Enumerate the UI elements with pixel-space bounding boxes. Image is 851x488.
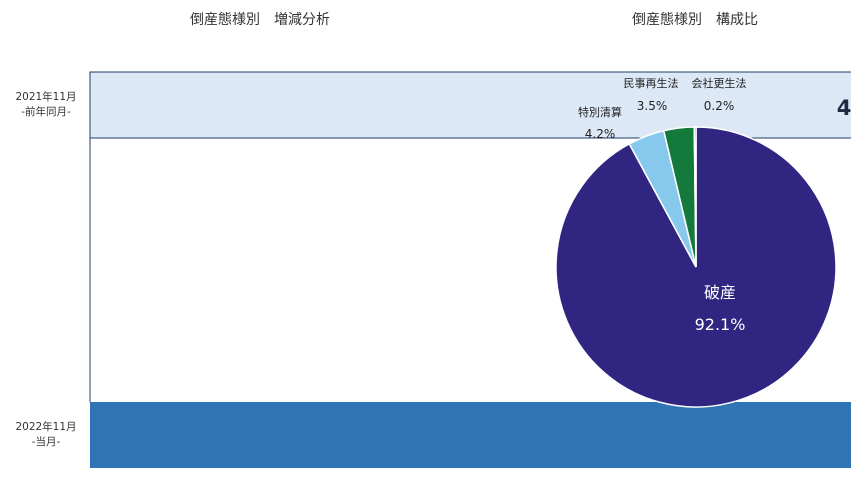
pie-label-pct-3: 3.5% bbox=[637, 99, 668, 113]
start-period-label: 2021年11月 -前年同月- bbox=[8, 90, 84, 120]
waterfall-title: 倒産態様別 増減分析 bbox=[190, 12, 330, 28]
pie-slice-4 bbox=[693, 126, 697, 268]
end-period-line2: -当月- bbox=[31, 436, 61, 448]
pie-label-category-2: 特別清算 bbox=[578, 105, 622, 119]
start-period-line1: 2021年11月 bbox=[15, 91, 77, 103]
end-period-label: 2022年11月 -当月- bbox=[8, 420, 84, 450]
pie-title: 倒産態様別 構成比 bbox=[632, 12, 758, 28]
pie-label-category-4: 会社更生法 bbox=[692, 76, 747, 90]
start-period-line2: -前年同月- bbox=[21, 106, 71, 118]
pie-label-category-3: 民事再生法 bbox=[624, 76, 679, 90]
start-bar bbox=[89, 71, 851, 139]
pie-label-pct-1: 92.1% bbox=[695, 315, 746, 334]
pie-label-pct-2: 4.2% bbox=[585, 127, 616, 141]
pie-label-pct-4: 0.2% bbox=[704, 99, 735, 113]
end-period-line1: 2022年11月 bbox=[15, 421, 77, 433]
start-value-label: 468 bbox=[837, 96, 851, 120]
pie-label-category-1: 破産 bbox=[704, 283, 736, 302]
end-bar bbox=[90, 402, 851, 468]
